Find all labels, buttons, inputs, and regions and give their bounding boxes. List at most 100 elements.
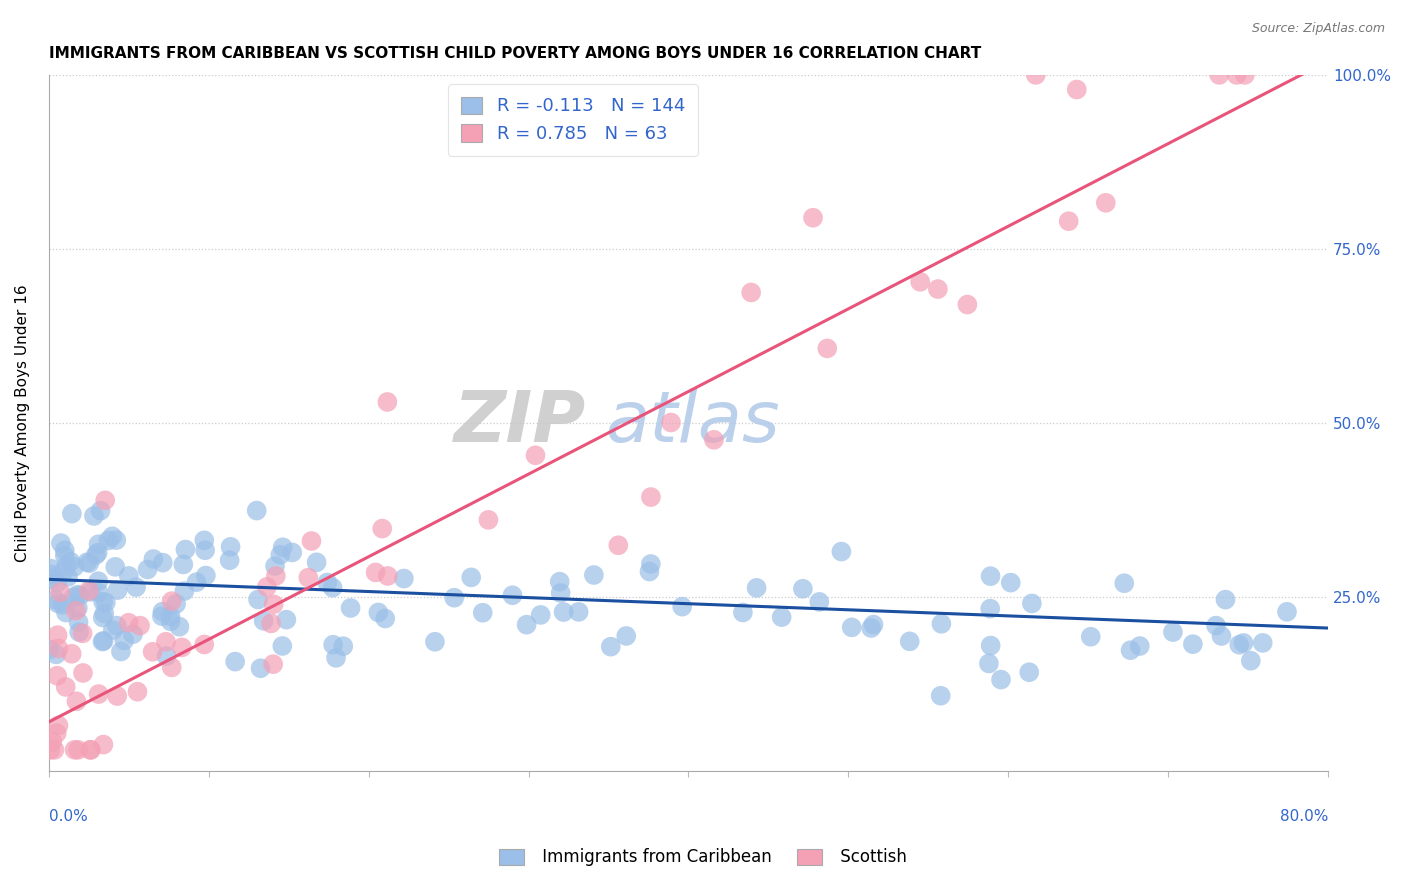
Point <box>63 743 86 757</box>
Point <box>122 627 145 641</box>
Point <box>792 582 814 596</box>
Point <box>599 640 621 654</box>
Point <box>49 585 72 599</box>
Point <box>194 543 217 558</box>
Point <box>271 639 294 653</box>
Point <box>374 611 396 625</box>
Point <box>41 734 63 748</box>
Point <box>377 569 399 583</box>
Point <box>46 596 69 610</box>
Point <box>325 650 347 665</box>
Point <box>93 607 115 621</box>
Point <box>740 285 762 300</box>
Point <box>301 534 323 549</box>
Point <box>364 566 387 580</box>
Point <box>49 536 72 550</box>
Point <box>76 555 98 569</box>
Point <box>67 615 90 629</box>
Point <box>65 694 87 708</box>
Point <box>898 634 921 648</box>
Point <box>1232 636 1254 650</box>
Point <box>72 626 94 640</box>
Point <box>582 568 605 582</box>
Point <box>66 588 89 602</box>
Point <box>105 618 128 632</box>
Point <box>94 595 117 609</box>
Point <box>862 617 884 632</box>
Point <box>1000 575 1022 590</box>
Point <box>860 621 883 635</box>
Point <box>316 575 339 590</box>
Point <box>83 508 105 523</box>
Point <box>67 743 90 757</box>
Point <box>614 629 637 643</box>
Point <box>170 640 193 655</box>
Point <box>392 572 415 586</box>
Point <box>256 580 278 594</box>
Point <box>90 504 112 518</box>
Point <box>45 592 67 607</box>
Point <box>929 689 952 703</box>
Point <box>80 743 103 757</box>
Point <box>927 282 949 296</box>
Point <box>87 585 110 599</box>
Point <box>931 616 953 631</box>
Point <box>671 599 693 614</box>
Point <box>1251 636 1274 650</box>
Point <box>45 648 67 662</box>
Point <box>731 606 754 620</box>
Point <box>808 595 831 609</box>
Point <box>801 211 824 225</box>
Point <box>142 645 165 659</box>
Point <box>44 743 66 757</box>
Point <box>1119 643 1142 657</box>
Text: Source: ZipAtlas.com: Source: ZipAtlas.com <box>1251 22 1385 36</box>
Point <box>260 616 283 631</box>
Point <box>52 598 75 612</box>
Point <box>94 493 117 508</box>
Point <box>218 553 240 567</box>
Point <box>530 607 553 622</box>
Point <box>110 644 132 658</box>
Point <box>269 548 291 562</box>
Point <box>516 617 538 632</box>
Point <box>1161 625 1184 640</box>
Point <box>186 575 208 590</box>
Point <box>224 655 246 669</box>
Text: IMMIGRANTS FROM CARIBBEAN VS SCOTTISH CHILD POVERTY AMONG BOYS UNDER 16 CORRELAT: IMMIGRANTS FROM CARIBBEAN VS SCOTTISH CH… <box>49 46 981 62</box>
Text: ZIP: ZIP <box>454 388 586 458</box>
Point <box>72 665 94 680</box>
Point <box>160 594 183 608</box>
Point <box>38 642 60 657</box>
Point <box>79 585 101 599</box>
Point <box>79 743 101 757</box>
Point <box>271 541 294 555</box>
Point <box>104 559 127 574</box>
Point <box>87 687 110 701</box>
Point <box>322 581 344 595</box>
Point <box>65 604 87 618</box>
Text: 80.0%: 80.0% <box>1279 809 1329 824</box>
Point <box>152 605 174 619</box>
Point <box>87 537 110 551</box>
Point <box>107 583 129 598</box>
Point <box>252 614 274 628</box>
Point <box>93 633 115 648</box>
Point <box>1227 638 1250 652</box>
Point <box>703 433 725 447</box>
Point <box>62 590 84 604</box>
Point <box>281 545 304 559</box>
Point <box>55 680 77 694</box>
Point <box>46 628 69 642</box>
Point <box>477 513 499 527</box>
Point <box>52 565 75 579</box>
Point <box>46 669 69 683</box>
Point <box>169 620 191 634</box>
Point <box>125 580 148 594</box>
Point <box>66 601 89 615</box>
Legend:  Immigrants from Caribbean,  Scottish: Immigrants from Caribbean, Scottish <box>492 842 914 873</box>
Point <box>1094 195 1116 210</box>
Point <box>297 571 319 585</box>
Point <box>640 557 662 571</box>
Point <box>56 570 79 584</box>
